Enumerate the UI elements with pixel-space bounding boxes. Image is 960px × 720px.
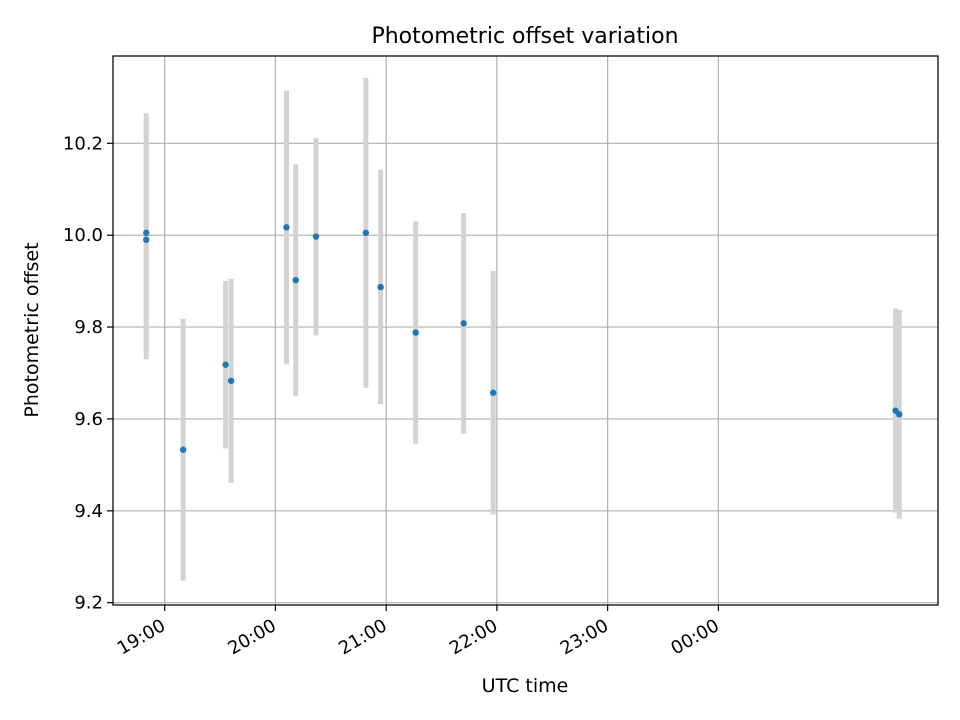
data-point: [283, 224, 290, 231]
data-point: [312, 233, 320, 240]
data-point: [179, 446, 187, 453]
data-point: [143, 236, 150, 243]
data-point: [292, 276, 299, 284]
x-axis-label: UTC time: [482, 675, 569, 697]
y-axis-label: Photometric offset: [21, 242, 43, 417]
data-points: [143, 224, 903, 453]
y-tick-label: 9.4: [74, 501, 103, 522]
plot-frame: [112, 55, 939, 606]
y-tick-label: 9.8: [74, 317, 103, 338]
y-tick-label: 10.0: [63, 225, 103, 246]
data-point: [490, 389, 497, 396]
y-tick-label: 9.2: [74, 593, 103, 614]
data-point: [222, 361, 229, 368]
data-point: [143, 229, 150, 237]
plot-area: [113, 56, 938, 605]
chart-title: Photometric offset variation: [371, 24, 678, 49]
y-axis: 9.2 9.4 9.6 9.8 10.0 10.2: [63, 133, 113, 614]
data-point: [896, 411, 903, 418]
data-point: [227, 377, 235, 385]
data-point: [460, 320, 467, 327]
y-tick-label: 10.2: [63, 133, 103, 154]
data-point: [377, 283, 384, 291]
data-point: [362, 229, 370, 237]
grid: [113, 56, 938, 605]
data-point: [412, 329, 419, 336]
y-tick-label: 9.6: [74, 409, 103, 430]
